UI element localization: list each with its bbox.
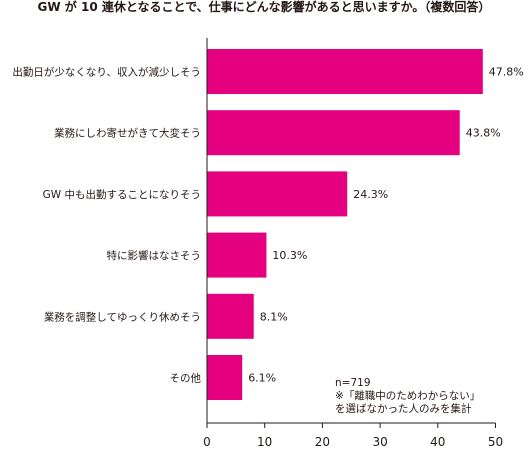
category-label-1: 業務にしわ寄せがきて大変そう <box>54 127 201 140</box>
value-label-2: 24.3% <box>353 188 388 201</box>
bar-2 <box>207 171 348 217</box>
category-label-3: 特に影響はなさそう <box>107 249 202 262</box>
value-label-1: 43.8% <box>466 127 501 140</box>
bars-group <box>207 49 483 400</box>
sample-note: n=719※「離職中のためわからない」を選ばなかった人のみを集計 <box>335 377 480 415</box>
note-line-1: ※「離職中のためわからない」 <box>335 389 480 402</box>
bar-1 <box>207 110 460 156</box>
bar-4 <box>207 293 254 339</box>
value-label-3: 10.3% <box>272 249 307 262</box>
x-tick-label-4: 40 <box>430 435 445 449</box>
x-tick-label-2: 20 <box>315 435 330 449</box>
value-label-5: 6.1% <box>248 372 276 385</box>
category-label-4: 業務を調整してゆっくり休めそう <box>44 310 201 323</box>
x-tick-label-0: 0 <box>203 435 211 449</box>
x-tick-label-1: 10 <box>257 435 272 449</box>
value-label-0: 47.8% <box>489 66 524 79</box>
chart-title: GW が 10 連休となることで、仕事にどんな影響があると思いますか。（複数回答… <box>38 0 491 14</box>
value-labels-group: 47.8% 43.8% 24.3% 10.3% 8.1% 6.1% <box>248 66 524 385</box>
x-tick-label-3: 30 <box>372 435 387 449</box>
category-label-5: その他 <box>170 372 202 385</box>
note-line-0: n=719 <box>335 377 371 389</box>
category-label-2: GW 中も出勤することになりそう <box>43 188 201 201</box>
bar-5 <box>207 355 243 400</box>
value-label-4: 8.1% <box>260 310 288 323</box>
category-label-0: 出勤日が少なくなり、収入が減少しそう <box>12 66 201 79</box>
bar-3 <box>207 232 267 278</box>
x-ticks-group: 0 10 20 30 40 50 <box>203 423 503 449</box>
bar-0 <box>207 49 483 94</box>
note-line-2: を選ばなかった人のみを集計 <box>335 402 472 415</box>
x-tick-label-5: 50 <box>488 435 503 449</box>
